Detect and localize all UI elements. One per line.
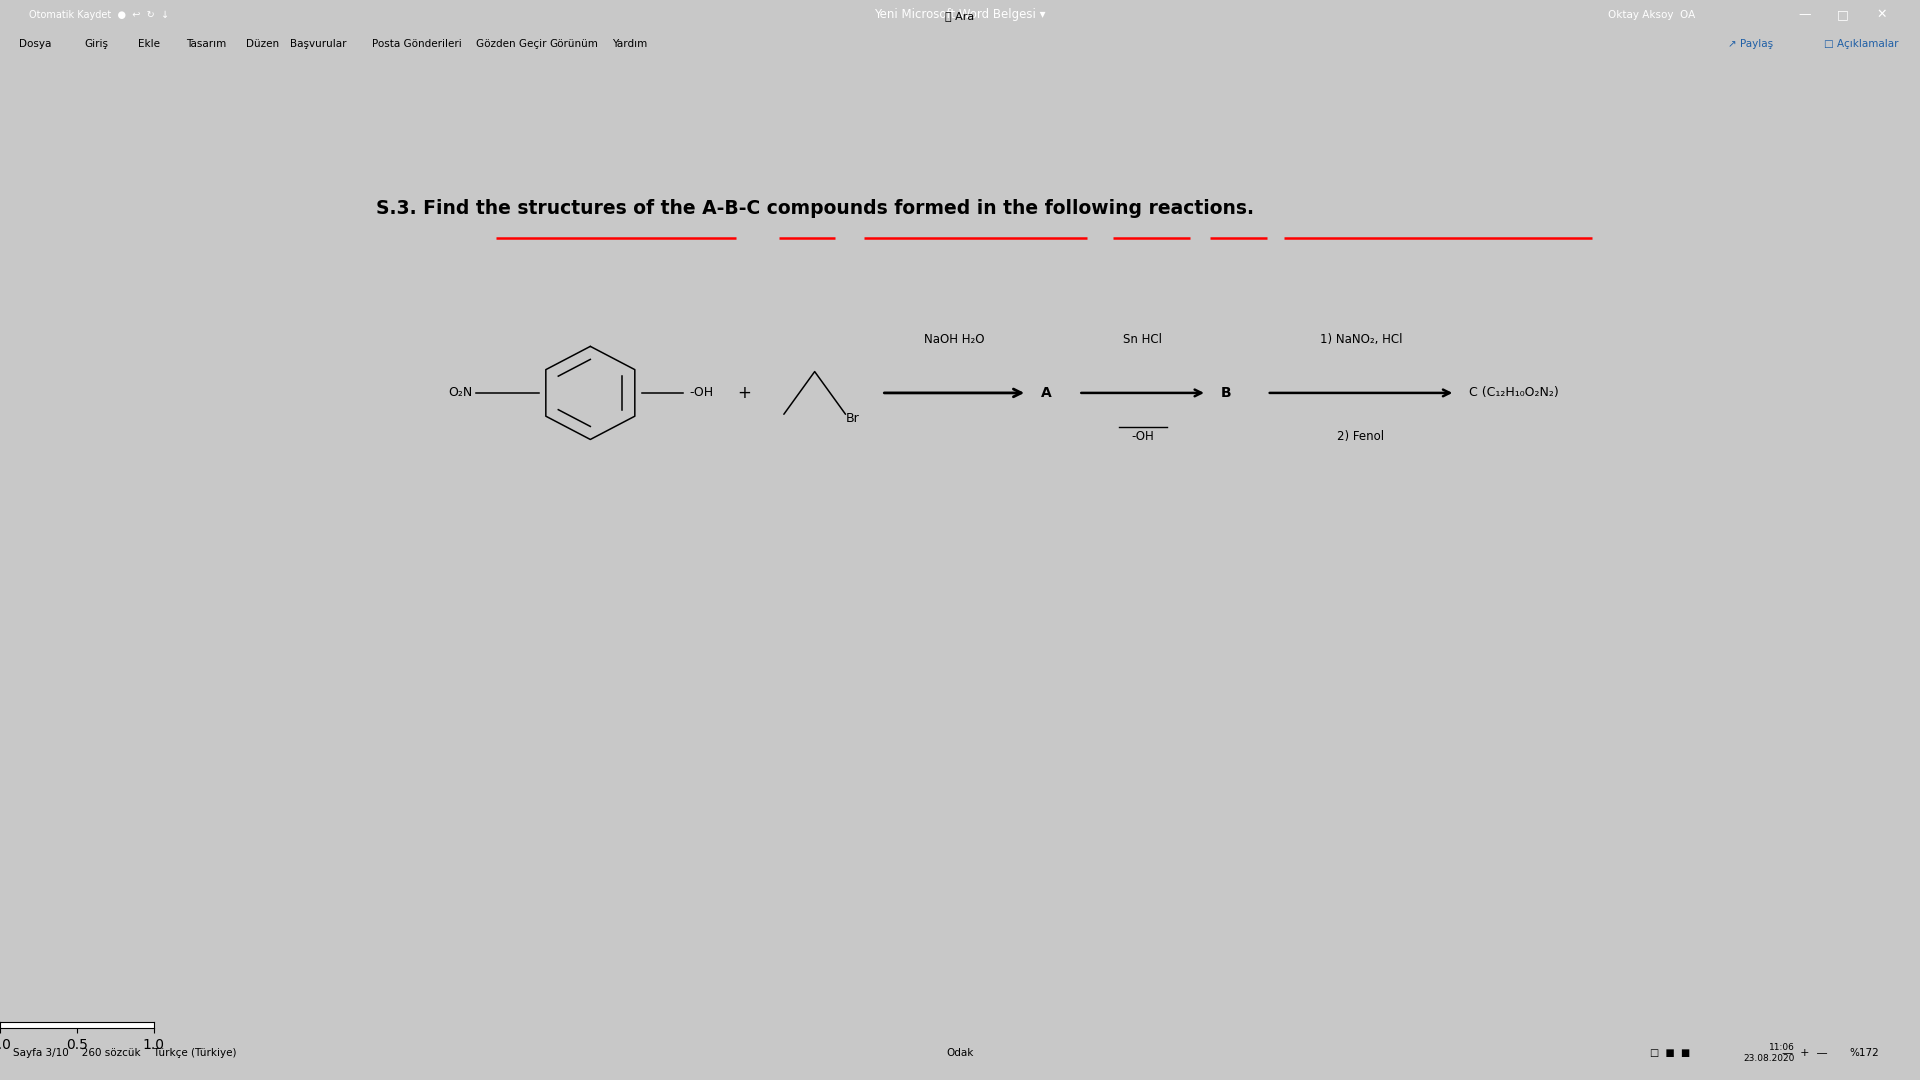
Text: Sayfa 3/10    260 sözcük    Türkçe (Türkiye): Sayfa 3/10 260 sözcük Türkçe (Türkiye) (13, 1048, 236, 1058)
Text: S.3. Find the structures of the A-B-C compounds formed in the following reaction: S.3. Find the structures of the A-B-C co… (376, 199, 1254, 218)
Text: ✕: ✕ (1876, 8, 1887, 21)
Text: Otomatik Kaydet  ●  ↩  ↻  ↓: Otomatik Kaydet ● ↩ ↻ ↓ (29, 10, 169, 19)
Text: -OH: -OH (689, 387, 714, 400)
Text: +: + (737, 383, 751, 402)
Text: Gözden Geçir: Gözden Geçir (476, 39, 547, 49)
Text: □: □ (1837, 8, 1849, 21)
Text: Dosya: Dosya (19, 39, 52, 49)
Text: A: A (1041, 386, 1052, 400)
Text: ↗ Paylaş: ↗ Paylaş (1728, 39, 1774, 49)
Text: 1) NaNO₂, HCl: 1) NaNO₂, HCl (1319, 334, 1402, 347)
Text: Ekle: Ekle (138, 39, 159, 49)
Text: —: — (1799, 8, 1811, 21)
Text: B: B (1221, 386, 1231, 400)
Text: Tasarım: Tasarım (186, 39, 227, 49)
Text: Başvurular: Başvurular (290, 39, 346, 49)
Text: 11:06
23.08.2020: 11:06 23.08.2020 (1743, 1043, 1795, 1063)
Text: Posta Gönderileri: Posta Gönderileri (372, 39, 463, 49)
Text: —  +  —: — + — (1782, 1048, 1828, 1058)
Text: Görünüm: Görünüm (549, 39, 597, 49)
Text: Sn HCl: Sn HCl (1123, 334, 1162, 347)
Text: O₂N: O₂N (447, 387, 472, 400)
Text: Yeni Microsoft Word Belgesi ▾: Yeni Microsoft Word Belgesi ▾ (874, 8, 1046, 21)
Text: □  ■  ■: □ ■ ■ (1651, 1048, 1690, 1058)
Text: Oktay Aksoy  OA: Oktay Aksoy OA (1607, 10, 1695, 19)
Text: 🔍 Ara: 🔍 Ara (945, 11, 975, 21)
Text: %172: %172 (1849, 1048, 1878, 1058)
Text: NaOH H₂O: NaOH H₂O (924, 334, 985, 347)
Text: Br: Br (845, 413, 860, 426)
Text: Yardım: Yardım (612, 39, 647, 49)
Text: Odak: Odak (947, 1048, 973, 1058)
Text: -OH: -OH (1131, 430, 1154, 443)
Text: 2) Fenol: 2) Fenol (1338, 430, 1384, 443)
Text: C (C₁₂H₁₀O₂N₂): C (C₁₂H₁₀O₂N₂) (1469, 387, 1559, 400)
Text: Giriş: Giriş (84, 39, 108, 49)
Text: Düzen: Düzen (246, 39, 278, 49)
Text: □ Açıklamalar: □ Açıklamalar (1824, 39, 1899, 49)
